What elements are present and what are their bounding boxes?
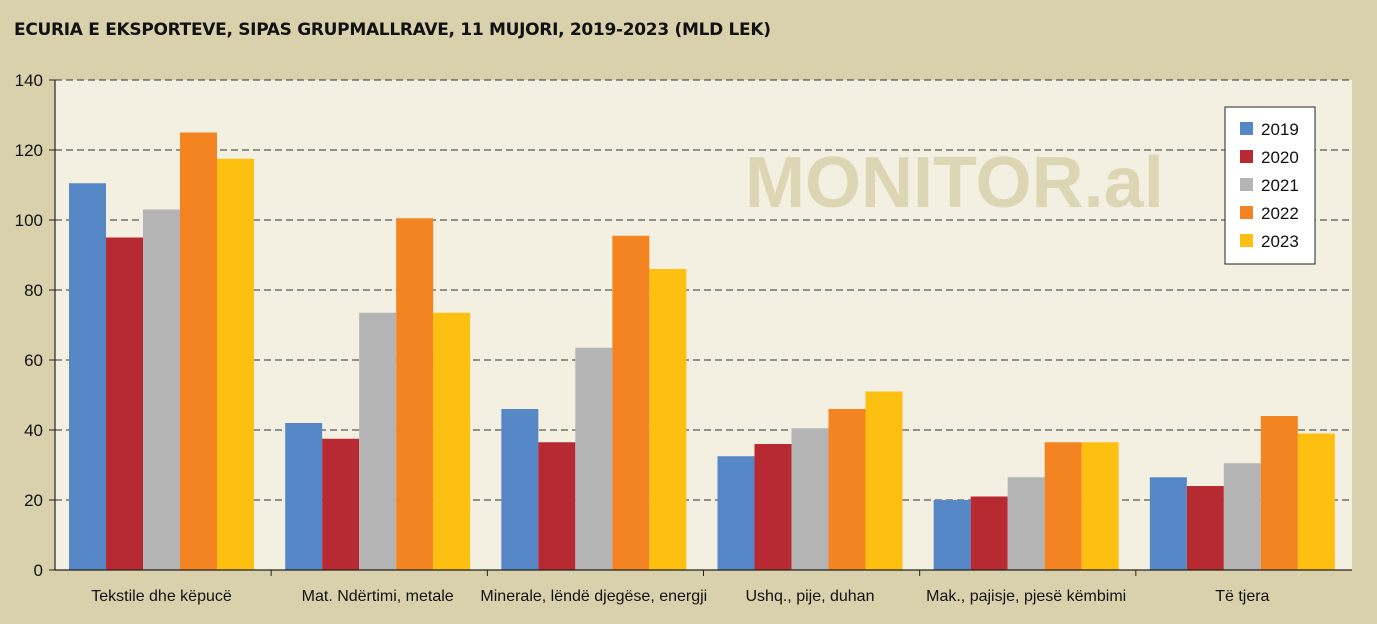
category-label: Tekstile dhe këpucë bbox=[91, 588, 232, 605]
bar-2021 bbox=[359, 312, 397, 570]
bar-2022 bbox=[1260, 416, 1298, 570]
chart-title: ECURIA E EKSPORTEVE, SIPAS GRUPMALLRAVE,… bbox=[14, 20, 771, 40]
bar-2021 bbox=[1223, 463, 1261, 570]
bar-2023 bbox=[1081, 442, 1119, 570]
category-label: Ushq., pije, duhan bbox=[746, 588, 875, 605]
bar-2019 bbox=[933, 500, 971, 570]
y-tick-label: 60 bbox=[24, 351, 43, 370]
plot-area bbox=[55, 80, 1352, 570]
bar-2023 bbox=[433, 312, 471, 570]
bar-2022 bbox=[396, 218, 434, 570]
bar-2019 bbox=[717, 456, 755, 570]
y-axis: 0 20 40 60 80 100 120 140 bbox=[15, 71, 56, 580]
category-label: Mat. Ndërtimi, metale bbox=[302, 588, 454, 605]
bar-2023 bbox=[217, 158, 254, 570]
legend-swatch-2021 bbox=[1240, 178, 1253, 191]
legend-swatch-2023 bbox=[1240, 234, 1253, 247]
bar-2019 bbox=[1149, 477, 1187, 570]
gridlines bbox=[55, 79, 1352, 501]
bar-2022 bbox=[180, 132, 217, 570]
bar-2020 bbox=[106, 237, 143, 570]
bar-2020 bbox=[538, 442, 576, 570]
bar-2020 bbox=[1186, 486, 1224, 570]
legend-label-2023: 2023 bbox=[1261, 232, 1299, 251]
watermark: MONITOR.al bbox=[745, 143, 1164, 223]
bar-2021 bbox=[143, 209, 180, 570]
y-tick-label: 0 bbox=[34, 561, 43, 580]
bar-2023 bbox=[649, 269, 687, 570]
bar-2022 bbox=[1044, 442, 1082, 570]
legend-swatch-2019 bbox=[1240, 122, 1253, 135]
bar-2020 bbox=[970, 496, 1008, 570]
legend-label-2019: 2019 bbox=[1261, 120, 1299, 139]
y-tick-label: 80 bbox=[24, 281, 43, 300]
y-tick-label: 140 bbox=[15, 71, 43, 90]
bar-2022 bbox=[828, 409, 866, 570]
bar-2019 bbox=[501, 409, 539, 570]
y-tick-label: 40 bbox=[24, 421, 43, 440]
y-tick-label: 120 bbox=[15, 141, 43, 160]
bar-2020 bbox=[322, 438, 360, 570]
y-tick-label: 100 bbox=[15, 211, 43, 230]
bar-2020 bbox=[754, 444, 792, 570]
category-label: Minerale, lëndë djegëse, energji bbox=[480, 588, 707, 605]
legend-swatch-2022 bbox=[1240, 206, 1253, 219]
bar-2019 bbox=[69, 183, 106, 570]
bar-2021 bbox=[1007, 477, 1045, 570]
category-label: Mak., pajisje, pjesë këmbimi bbox=[926, 588, 1126, 605]
bar-2022 bbox=[612, 235, 650, 570]
legend-label-2020: 2020 bbox=[1261, 148, 1299, 167]
legend-label-2022: 2022 bbox=[1261, 204, 1299, 223]
y-tick-label: 20 bbox=[24, 491, 43, 510]
legend: 2019 2020 2021 2022 2023 bbox=[1224, 106, 1316, 265]
bar-2023 bbox=[1297, 433, 1335, 570]
legend-swatch-2020 bbox=[1240, 150, 1253, 163]
category-label: Të tjera bbox=[1215, 588, 1269, 605]
bar-2023 bbox=[865, 391, 903, 570]
legend-label-2021: 2021 bbox=[1261, 176, 1299, 195]
bars bbox=[69, 132, 1335, 570]
x-axis: Tekstile dhe këpucë Mat. Ndërtimi, metale… bbox=[55, 569, 1352, 605]
bar-2019 bbox=[285, 423, 323, 570]
bar-2021 bbox=[791, 428, 829, 570]
bar-2021 bbox=[575, 347, 613, 570]
